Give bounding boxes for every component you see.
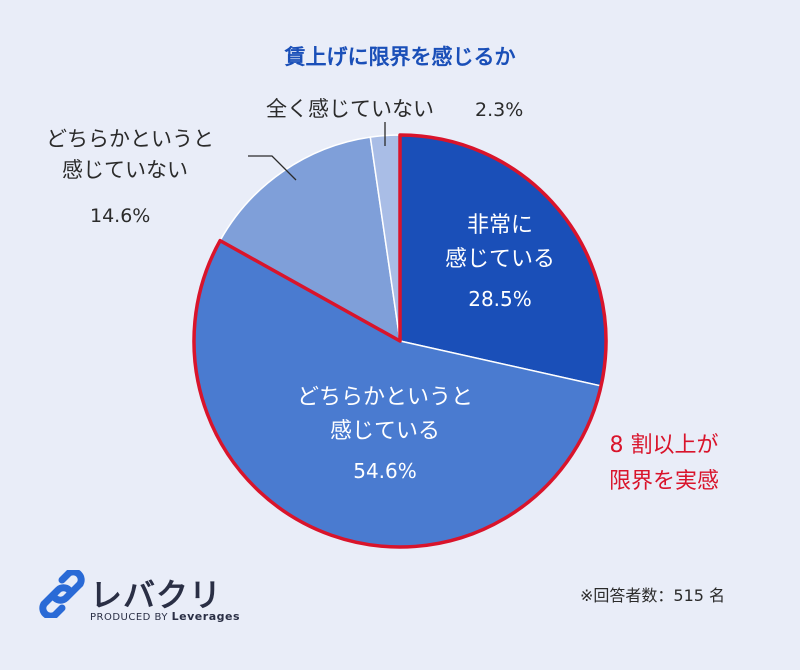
- brand-tagline: PRODUCED BY Leverages: [90, 610, 240, 623]
- slice-3-value-label: 14.6%: [90, 205, 150, 227]
- slice-4-label: 全く感じていない: [266, 97, 434, 121]
- pie-slice-3: [219, 136, 401, 343]
- produced-by-label: PRODUCED BY: [90, 612, 168, 623]
- chain-link-icon: [39, 570, 85, 618]
- slice-1-value-label: 28.5%: [468, 287, 532, 311]
- annotation-line-2: 限界を実感: [609, 469, 719, 494]
- slice-3-label-line-1: どちらかというと: [46, 127, 214, 151]
- slice-1-label-line-2: 感じている: [445, 247, 555, 272]
- slice-3-label-line-2: 感じていない: [62, 158, 188, 182]
- slice-1-label-line-1: 非常に: [467, 213, 533, 238]
- chart-title: 賃上げに限界を感じるか: [284, 45, 516, 69]
- slice-3-leader-line: [248, 155, 297, 181]
- brand-name: レバクリ: [90, 576, 223, 614]
- slice-2-value-label: 54.6%: [353, 459, 417, 483]
- highlight-outline: [192, 133, 608, 549]
- respondent-note: ※回答者数：515 名: [580, 586, 726, 605]
- brand-logo: レバクリ PRODUCED BY Leverages: [38, 570, 240, 630]
- slice-2-label-line-2: 感じている: [330, 419, 440, 444]
- slice-2-label-line-1: どちらかというと: [297, 385, 473, 410]
- slice-4-value-label: 2.3%: [475, 99, 523, 121]
- annotation-line-1: 8 割以上が: [610, 433, 719, 458]
- company-name: Leverages: [171, 610, 241, 623]
